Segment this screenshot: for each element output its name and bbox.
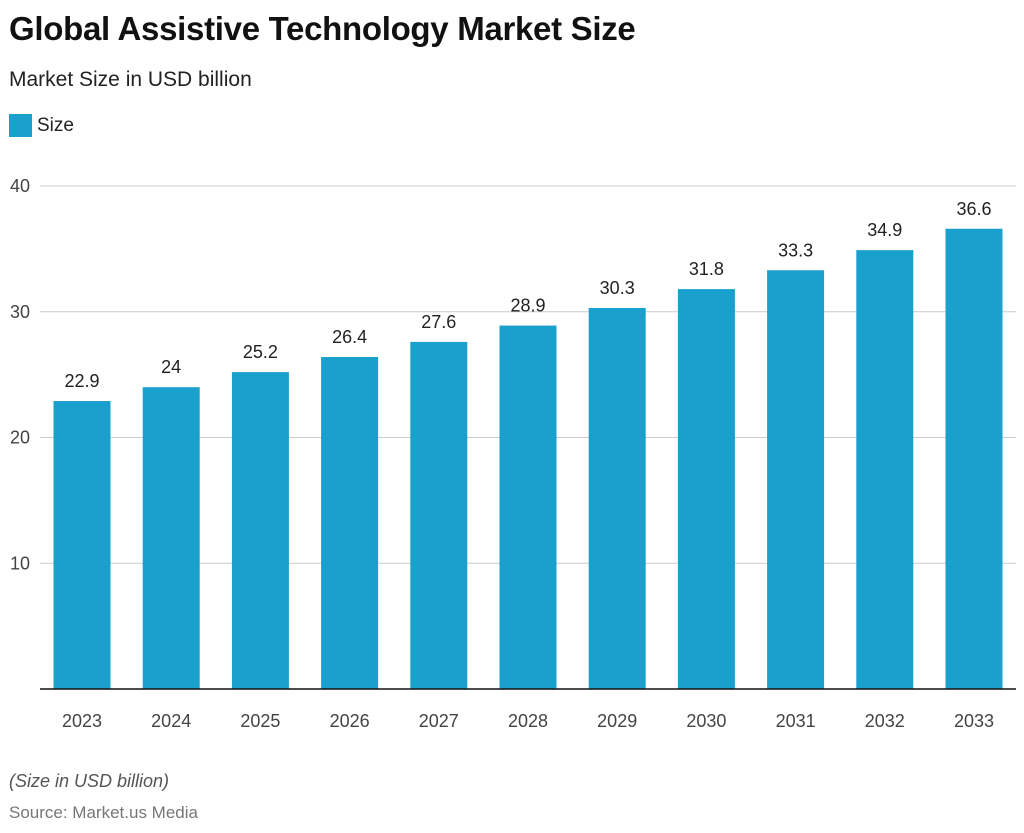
data-label-2029: 30.3 (600, 278, 635, 298)
data-label-2028: 28.9 (510, 296, 545, 316)
data-label-2027: 27.6 (421, 312, 456, 332)
x-tick-label-2033: 2033 (954, 711, 994, 731)
x-tick-label-2030: 2030 (686, 711, 726, 731)
data-labels: 22.9 24 25.2 26.4 27.6 28.9 30.3 31.8 33.3 34.9 36… (64, 199, 991, 391)
bar-2024 (142, 387, 200, 689)
y-axis-tick-labels: 10 20 30 40 (10, 176, 30, 573)
bar-2029 (588, 307, 646, 689)
x-tick-label-2028: 2028 (508, 711, 548, 731)
data-label-2033: 36.6 (956, 199, 991, 219)
bar-2027 (410, 341, 468, 689)
footnote: (Size in USD billion) (9, 771, 170, 791)
y-tick-label: 30 (10, 302, 30, 322)
x-tick-label-2023: 2023 (62, 711, 102, 731)
bar-2025 (231, 372, 289, 689)
bar-2023 (53, 401, 111, 689)
data-label-2024: 24 (161, 357, 181, 377)
legend: Size (9, 114, 74, 137)
bar-2028 (499, 325, 557, 689)
data-label-2032: 34.9 (867, 220, 902, 240)
x-tick-label-2029: 2029 (597, 711, 637, 731)
bar-2031 (767, 270, 825, 689)
x-axis-tick-labels: 2023 2024 2025 2026 2027 2028 2029 2030 2031 2032… (62, 711, 994, 731)
data-label-2031: 33.3 (778, 240, 813, 260)
legend-label: Size (37, 114, 74, 136)
data-label-2023: 22.9 (64, 371, 99, 391)
data-label-2030: 31.8 (689, 259, 724, 279)
y-tick-label: 20 (10, 428, 30, 448)
x-tick-label-2026: 2026 (330, 711, 370, 731)
bar-2032 (856, 250, 914, 689)
source-credit: Source: Market.us Media (9, 803, 198, 822)
bar-2033 (945, 228, 1003, 689)
y-tick-label: 40 (10, 176, 30, 196)
data-label-2025: 25.2 (243, 342, 278, 362)
chart-subtitle: Market Size in USD billion (9, 68, 252, 91)
x-tick-label-2031: 2031 (776, 711, 816, 731)
legend-swatch (9, 114, 32, 137)
bars (53, 228, 1003, 689)
x-tick-label-2027: 2027 (419, 711, 459, 731)
bar-2030 (677, 289, 735, 689)
x-tick-label-2032: 2032 (865, 711, 905, 731)
chart-title: Global Assistive Technology Market Size (9, 10, 636, 47)
x-tick-label-2024: 2024 (151, 711, 191, 731)
bar-2026 (321, 357, 379, 689)
x-tick-label-2025: 2025 (240, 711, 280, 731)
data-label-2026: 26.4 (332, 327, 367, 347)
y-tick-label: 10 (10, 553, 30, 573)
